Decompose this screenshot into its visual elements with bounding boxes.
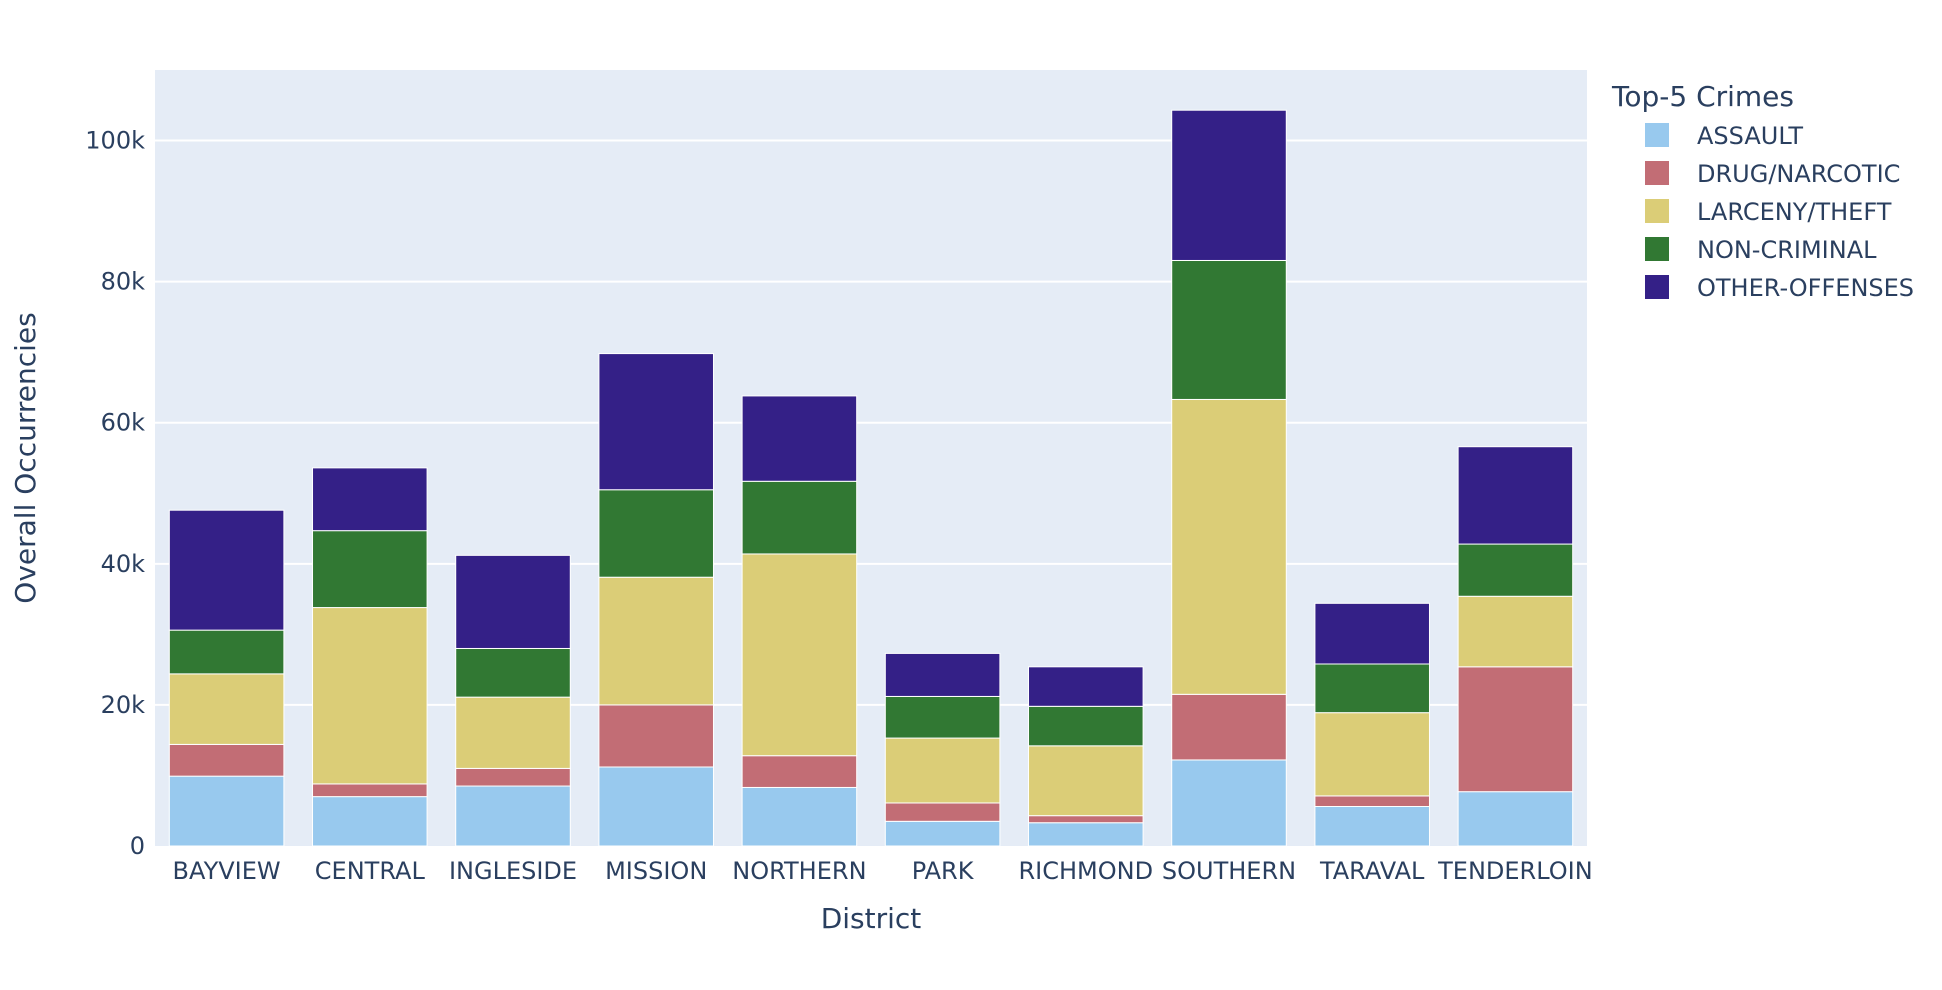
bar-segment[interactable]: ASSAULT — NORTHERN: 8300 xyxy=(741,786,858,847)
bar-segment[interactable]: DRUG/NARCOTIC — SOUTHERN: 9300 xyxy=(1171,693,1287,761)
bar-segment[interactable]: ASSAULT — TARAVAL: 5600 xyxy=(1314,805,1430,847)
x-axis-title: District xyxy=(821,902,922,935)
x-tick-label: NORTHERN xyxy=(732,857,866,885)
x-tick-label: RICHMOND xyxy=(1019,857,1154,885)
bar-segment[interactable]: OTHER-OFFENSES — TARAVAL: 8600 xyxy=(1314,602,1430,665)
x-tick-label: TENDERLOIN xyxy=(1437,857,1593,885)
y-tick-label: 20k xyxy=(101,691,146,719)
bar-segment[interactable]: OTHER-OFFENSES — SOUTHERN: 21300 xyxy=(1171,109,1287,261)
bar-segment[interactable]: DRUG/NARCOTIC — INGLESIDE: 2500 xyxy=(455,767,571,787)
legend-label[interactable]: ASSAULT xyxy=(1697,122,1803,150)
bar-segment[interactable]: DRUG/NARCOTIC — PARK: 2600 xyxy=(884,802,1001,822)
legend-swatch[interactable] xyxy=(1645,237,1669,261)
bar-segment[interactable]: ASSAULT — BAYVIEW: 9900 xyxy=(168,775,285,847)
bar-segment[interactable]: ASSAULT — PARK: 3500 xyxy=(884,820,1001,847)
legend-label[interactable]: NON-CRIMINAL xyxy=(1697,236,1877,264)
bar-segment[interactable]: LARCENY/THEFT — INGLESIDE: 10100 xyxy=(455,696,571,769)
x-tick-label: INGLESIDE xyxy=(449,857,577,885)
y-tick-label: 60k xyxy=(101,409,146,437)
bar-segment[interactable]: DRUG/NARCOTIC — NORTHERN: 4500 xyxy=(741,755,858,788)
legend-label[interactable]: DRUG/NARCOTIC xyxy=(1697,160,1900,188)
bar-segment[interactable]: DRUG/NARCOTIC — CENTRAL: 1800 xyxy=(312,783,428,798)
bar-segment[interactable]: DRUG/NARCOTIC — MISSION: 8800 xyxy=(598,704,714,768)
bar-segment[interactable]: NON-CRIMINAL — TENDERLOIN: 7400 xyxy=(1457,543,1574,597)
x-tick-label: SOUTHERN xyxy=(1162,857,1296,885)
bar-segment[interactable]: ASSAULT — INGLESIDE: 8500 xyxy=(455,785,571,847)
legend-title: Top-5 Crimes xyxy=(1611,80,1794,113)
bar-segment[interactable]: LARCENY/THEFT — TENDERLOIN: 10000 xyxy=(1457,595,1574,668)
bar-segment[interactable]: NON-CRIMINAL — CENTRAL: 10900 xyxy=(312,530,428,609)
bar-segment[interactable]: OTHER-OFFENSES — RICHMOND: 5600 xyxy=(1028,666,1144,707)
y-tick-label: 100k xyxy=(85,127,145,155)
y-axis-ticks: 0 20k 40k 60k 80k 100k xyxy=(85,127,145,860)
bar-segment[interactable]: LARCENY/THEFT — BAYVIEW: 10000 xyxy=(168,673,285,745)
bar-segment[interactable]: NON-CRIMINAL — MISSION: 12400 xyxy=(598,489,714,578)
x-tick-label: CENTRAL xyxy=(315,857,426,885)
bar-segment[interactable]: DRUG/NARCOTIC — BAYVIEW: 4500 xyxy=(168,743,285,777)
bar-segment[interactable]: ASSAULT — TENDERLOIN: 7700 xyxy=(1457,791,1574,847)
x-tick-label: TARAVAL xyxy=(1319,857,1425,885)
x-tick-label: BAYVIEW xyxy=(173,857,281,885)
bar-segment[interactable]: LARCENY/THEFT — CENTRAL: 25000 xyxy=(312,607,428,785)
bar-segment[interactable]: LARCENY/THEFT — NORTHERN: 28600 xyxy=(741,553,858,757)
bar-segment[interactable]: LARCENY/THEFT — SOUTHERN: 41800 xyxy=(1171,398,1287,695)
bar-segment[interactable]: OTHER-OFFENSES — CENTRAL: 8900 xyxy=(312,467,428,532)
y-tick-label: 80k xyxy=(101,268,146,296)
bar-segment[interactable]: ASSAULT — SOUTHERN: 12200 xyxy=(1171,759,1287,847)
bar-segment[interactable]: NON-CRIMINAL — RICHMOND: 5600 xyxy=(1028,705,1144,747)
legend-label[interactable]: LARCENY/THEFT xyxy=(1697,198,1892,226)
bar-segment[interactable]: OTHER-OFFENSES — PARK: 6100 xyxy=(884,652,1001,697)
x-tick-label: PARK xyxy=(912,857,975,885)
legend-swatch[interactable] xyxy=(1645,161,1669,185)
y-tick-label: 40k xyxy=(101,550,146,578)
y-axis-title: Overall Occurrencies xyxy=(9,312,42,603)
bar-segment[interactable]: DRUG/NARCOTIC — TENDERLOIN: 17700 xyxy=(1457,666,1574,793)
bar-segment[interactable]: ASSAULT — RICHMOND: 3300 xyxy=(1028,822,1144,847)
legend-swatch[interactable] xyxy=(1645,123,1669,147)
bar-segment[interactable]: NON-CRIMINAL — BAYVIEW: 6200 xyxy=(168,629,285,675)
legend[interactable]: Top-5 Crimes ASSAULT DRUG/NARCOTIC LARCENY… xyxy=(1611,80,1914,302)
bar-segment[interactable]: OTHER-OFFENSES — BAYVIEW: 17000 xyxy=(168,509,285,631)
bar-segment[interactable]: NON-CRIMINAL — TARAVAL: 6900 xyxy=(1314,663,1430,714)
bar-segment[interactable]: LARCENY/THEFT — TARAVAL: 11800 xyxy=(1314,712,1430,797)
legend-label[interactable]: OTHER-OFFENSES xyxy=(1697,274,1914,302)
legend-swatch[interactable] xyxy=(1645,275,1669,299)
y-tick-label: 0 xyxy=(130,832,145,860)
bar-segment[interactable]: OTHER-OFFENSES — MISSION: 19300 xyxy=(598,353,714,491)
bar-segment[interactable]: NON-CRIMINAL — SOUTHERN: 19700 xyxy=(1171,259,1287,400)
bar-segment[interactable]: DRUG/NARCOTIC — RICHMOND: 1000 xyxy=(1028,815,1144,824)
bar-segment[interactable]: OTHER-OFFENSES — TENDERLOIN: 13800 xyxy=(1457,446,1574,545)
bar-segment[interactable]: ASSAULT — MISSION: 11200 xyxy=(598,766,714,847)
bar-segment[interactable]: NON-CRIMINAL — NORTHERN: 10300 xyxy=(741,480,858,555)
bar-segment[interactable]: NON-CRIMINAL — INGLESIDE: 6900 xyxy=(455,647,571,698)
bars: ASSAULT — BAYVIEW: 9900DRUG/NARCOTIC — B… xyxy=(168,109,1574,847)
bar-segment[interactable]: LARCENY/THEFT — PARK: 9200 xyxy=(884,737,1001,804)
bar-segment[interactable]: OTHER-OFFENSES — INGLESIDE: 13200 xyxy=(455,554,571,649)
bar-segment[interactable]: ASSAULT — CENTRAL: 7000 xyxy=(312,796,428,847)
x-axis-ticks: BAYVIEW CENTRAL INGLESIDE MISSION NORTHERN PA… xyxy=(173,857,1593,885)
bar-segment[interactable]: NON-CRIMINAL — PARK: 5900 xyxy=(884,695,1001,739)
legend-swatch[interactable] xyxy=(1645,199,1669,223)
bar-segment[interactable]: LARCENY/THEFT — RICHMOND: 9900 xyxy=(1028,745,1144,817)
bar-segment[interactable]: OTHER-OFFENSES — NORTHERN: 12100 xyxy=(741,395,858,482)
bar-segment[interactable]: DRUG/NARCOTIC — TARAVAL: 1500 xyxy=(1314,795,1430,807)
x-tick-label: MISSION xyxy=(605,857,707,885)
bar-segment[interactable]: LARCENY/THEFT — MISSION: 18100 xyxy=(598,576,714,706)
